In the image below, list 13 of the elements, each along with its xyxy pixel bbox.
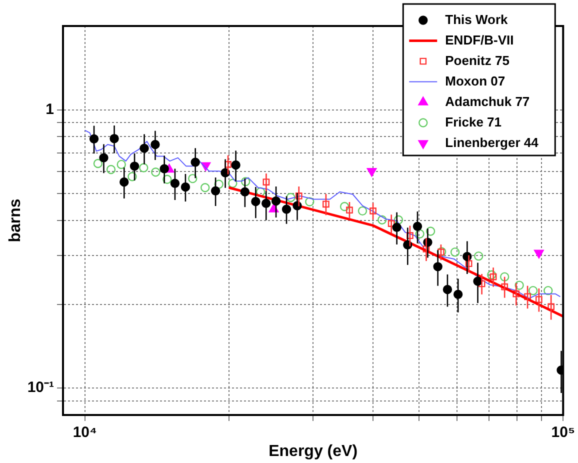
legend-label: ENDF/B-VII [445, 32, 514, 48]
x-tick-label: 10⁴ [72, 424, 97, 442]
y-tick-label: 10⁻¹ [27, 379, 54, 396]
legend-label: Fricke 71 [445, 114, 502, 130]
y-tick-label: 1 [46, 100, 54, 118]
legend-label: Poenitz 75 [445, 52, 510, 68]
y-axis-title: barns [7, 198, 24, 242]
x-tick-label: 10⁵ [551, 424, 575, 442]
legend-label: Adamchuk 77 [445, 94, 530, 109]
legend-label: Linenberger 44 [445, 134, 540, 150]
x-axis-title: Energy (eV) [268, 442, 358, 460]
legend-label: Moxon 07 [445, 73, 506, 88]
legend-label: This Work [445, 12, 509, 27]
